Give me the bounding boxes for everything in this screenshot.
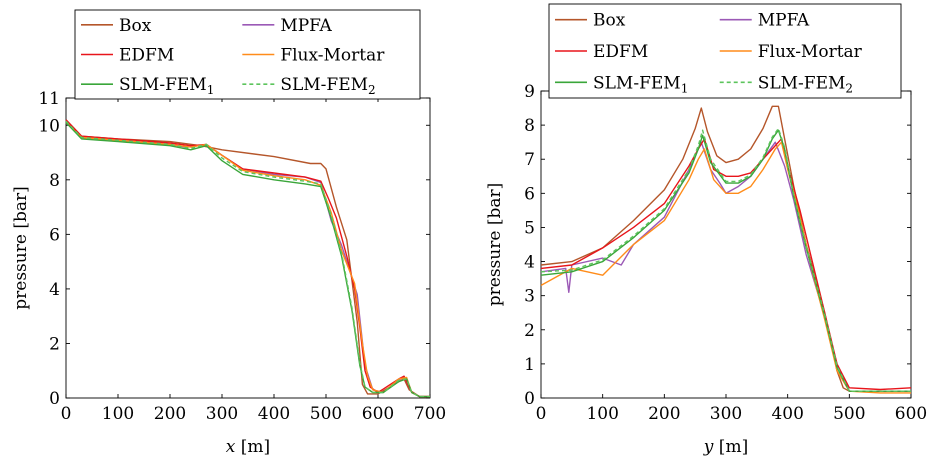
y-tick-label: 1: [524, 355, 535, 375]
x-tick-label: 100: [586, 404, 618, 424]
series-line-flux-mortar: [65, 121, 430, 398]
x-tick-label: 500: [833, 404, 865, 424]
x-tick-label: 500: [310, 404, 342, 424]
legend-label: Flux-Mortar: [758, 42, 863, 62]
y-tick-label: 6: [49, 225, 60, 245]
legend-label: MPFA: [280, 16, 332, 36]
y-tick-label: 4: [49, 280, 60, 300]
series-line-edfm: [65, 119, 430, 398]
x-tick-label: 0: [536, 404, 547, 424]
x-tick-label: 300: [206, 404, 238, 424]
legend-label-text: MPFA: [758, 11, 810, 31]
y-tick-label: 0: [49, 389, 60, 409]
x-tick-label: 300: [710, 404, 742, 424]
y-axis-label: pressure [bar]: [11, 186, 31, 309]
y-tick-label: 6: [524, 184, 535, 204]
x-axis-label: y [m]: [703, 437, 748, 457]
legend-label-text: Flux-Mortar: [280, 46, 385, 66]
legend-label-text: MPFA: [280, 16, 332, 36]
legend-label-subscript: 1: [207, 83, 215, 97]
series-line-flux-mortar: [540, 141, 911, 394]
y-tick-label: 10: [38, 116, 60, 136]
legend-label-text: SLM-FEM: [280, 75, 368, 95]
legend-label: Box: [593, 11, 626, 31]
legend-label: SLM-FEM2: [280, 75, 375, 97]
legend-label-subscript: 2: [368, 83, 376, 97]
legend-label: MPFA: [758, 11, 810, 31]
y-tick-label: 8: [524, 116, 535, 136]
series-line-slm-fem1: [540, 129, 911, 392]
legend-label-text: SLM-FEM: [758, 73, 846, 93]
plot-frame: [65, 97, 431, 399]
chart-right: 0 100 200 300 400 500 600 0 1 2 3 4 5 6 7 8 9 pressure [b…: [485, 3, 927, 457]
x-axis-label: x [m]: [226, 437, 270, 457]
legend-label: EDFM: [593, 42, 648, 62]
legend-label-subscript: 1: [681, 81, 689, 95]
series-line-slm-fem2: [540, 127, 911, 392]
series-line-slm-fem2: [65, 120, 430, 398]
x-tick-label: 700: [414, 404, 446, 424]
x-axis-label-var: x: [226, 437, 236, 457]
y-tick-label: 11: [38, 89, 60, 109]
legend-label-text: Box: [119, 16, 152, 36]
legend-label: Flux-Mortar: [280, 46, 385, 66]
series-line-slm-fem1: [65, 122, 430, 398]
legend-label-text: SLM-FEM: [593, 73, 681, 93]
y-tick-label: 7: [524, 150, 535, 170]
x-tick-label: 400: [771, 404, 803, 424]
x-axis-label-var: y: [703, 437, 714, 457]
legend-label-text: EDFM: [593, 42, 648, 62]
series-line-mpfa: [65, 121, 430, 398]
x-tick-label: 0: [61, 404, 72, 424]
series-line-box: [65, 119, 430, 398]
y-tick-label: 3: [524, 287, 535, 307]
legend-label: SLM-FEM2: [758, 73, 853, 95]
legend-label-text: EDFM: [119, 46, 174, 66]
legend-label-text: Flux-Mortar: [758, 42, 863, 62]
x-axis-label-unit: [m]: [713, 437, 748, 457]
legend-label: EDFM: [119, 46, 174, 66]
x-tick-label: 600: [362, 404, 394, 424]
y-axis-label: pressure [bar]: [485, 183, 505, 306]
legend-label-subscript: 2: [845, 81, 853, 95]
x-axis-label-unit: [m]: [235, 437, 270, 457]
plot-frame: [540, 90, 912, 399]
x-tick-label: 200: [154, 404, 186, 424]
y-tick-label: 2: [49, 334, 60, 354]
y-tick-label: 9: [524, 82, 535, 102]
x-tick-label: 400: [258, 404, 290, 424]
x-tick-label: 600: [895, 404, 927, 424]
chart-left: 0 100 200 300 400 500 600 700 0 2 4 6 8 10 11 pressure …: [11, 9, 446, 457]
legend-label: Box: [119, 16, 152, 36]
legend-label-text: Box: [593, 11, 626, 31]
x-tick-label: 200: [648, 404, 680, 424]
series-line-box: [540, 105, 911, 392]
y-tick-label: 4: [524, 253, 535, 273]
x-tick-label: 100: [102, 404, 134, 424]
legend-label: SLM-FEM1: [593, 73, 688, 95]
y-tick-label: 5: [524, 218, 535, 238]
y-tick-label: 0: [524, 389, 535, 409]
legend-label-text: SLM-FEM: [119, 75, 207, 95]
series-line-mpfa: [540, 141, 911, 392]
legend-label: SLM-FEM1: [119, 75, 214, 97]
y-tick-label: 2: [524, 321, 535, 341]
y-tick-label: 8: [49, 171, 60, 191]
